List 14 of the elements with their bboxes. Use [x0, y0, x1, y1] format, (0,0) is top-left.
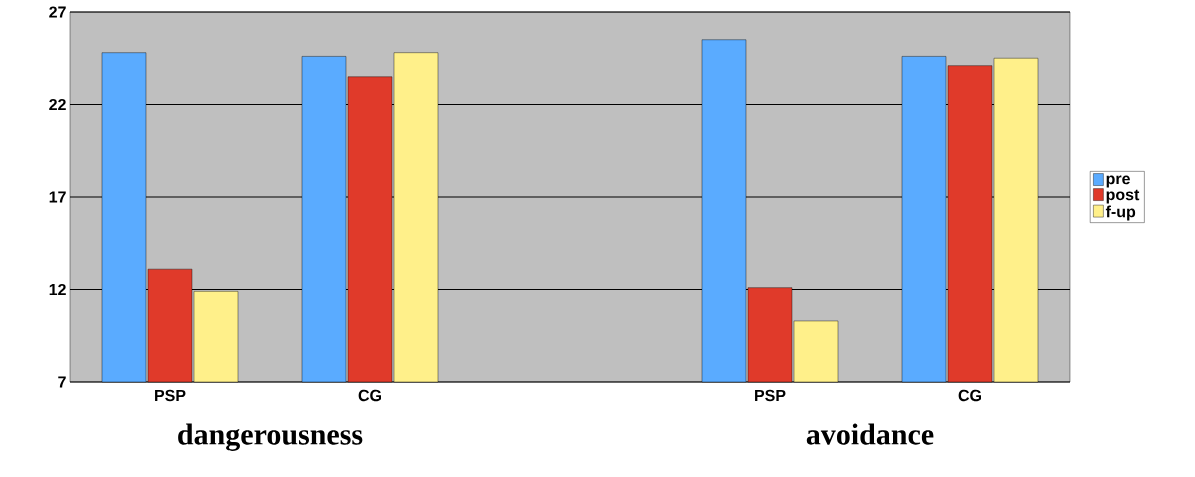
y-tick-label: 27 — [49, 6, 66, 18]
text: avoidance — [806, 423, 934, 445]
y-tick-label: 12 — [49, 283, 66, 296]
x-tick-label: PSP — [755, 389, 786, 402]
x-tick-label: CG — [358, 389, 381, 402]
x-tick-label: CG — [958, 389, 981, 402]
x-tick-label: PSP — [155, 389, 186, 402]
y-tick-label: 17 — [49, 191, 66, 203]
legend-label: f-up — [1105, 205, 1136, 221]
legend-label: pre — [1106, 175, 1130, 188]
legend-label: post — [1106, 189, 1140, 204]
y-tick-label: 7 — [58, 376, 66, 388]
y-tick-label: 22 — [49, 98, 66, 111]
text: dangerousness — [178, 423, 363, 451]
